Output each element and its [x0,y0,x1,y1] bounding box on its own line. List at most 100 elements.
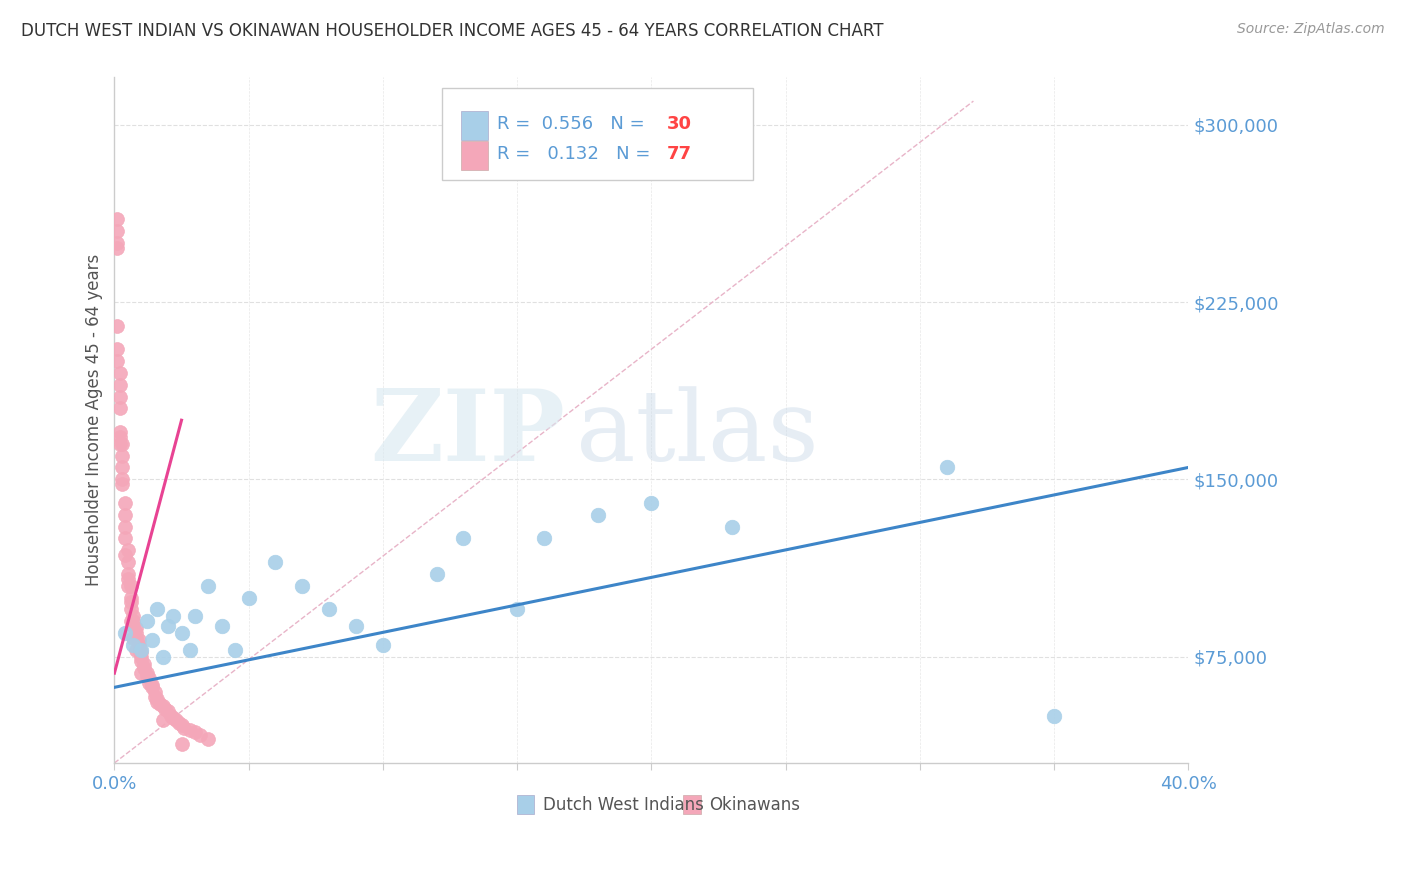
Point [129,654,152,668]
Point [128,638,150,652]
Point [125,642,148,657]
Point [149,697,172,711]
Text: 30: 30 [666,115,692,133]
Point [184,725,207,739]
Point [122,631,145,645]
Text: DUTCH WEST INDIAN VS OKINAWAN HOUSEHOLDER INCOME AGES 45 - 64 YEARS CORRELATION : DUTCH WEST INDIAN VS OKINAWAN HOUSEHOLDE… [21,22,883,40]
Point [114,519,136,533]
Point [129,649,152,664]
Point [111,449,134,463]
Point [146,602,169,616]
Point [117,566,139,581]
Point [105,241,128,255]
Text: R =  0.556   N =: R = 0.556 N = [496,115,650,133]
Point [120,579,142,593]
Point [188,728,211,742]
Point [425,566,447,581]
Text: 77: 77 [666,145,692,162]
Point [143,685,166,699]
Point [291,579,314,593]
Point [111,437,134,451]
Point [157,619,180,633]
Point [170,718,193,732]
Point [108,437,131,451]
Point [135,668,157,682]
Point [453,532,475,546]
Point [129,645,152,659]
Point [264,555,287,569]
Point [135,666,157,681]
Point [143,690,166,704]
Point [108,377,131,392]
Text: ZIP: ZIP [371,385,565,483]
Point [128,642,150,657]
Point [720,519,742,533]
Point [155,701,177,715]
Point [179,723,201,737]
Bar [461,141,488,169]
Point [122,638,145,652]
Point [111,472,134,486]
Point [122,619,145,633]
Point [173,721,195,735]
Point [165,714,187,728]
Point [138,675,160,690]
Point [114,626,136,640]
Bar [517,795,534,814]
Point [120,602,142,616]
Point [114,496,136,510]
Point [105,354,128,368]
Text: Source: ZipAtlas.com: Source: ZipAtlas.com [1237,22,1385,37]
Point [105,235,128,250]
Point [162,609,184,624]
Point [122,614,145,628]
Point [197,579,219,593]
Bar [461,111,488,140]
Point [108,390,131,404]
Point [506,602,529,616]
Point [132,657,155,671]
Point [120,614,142,628]
Point [167,715,190,730]
Text: Okinawans: Okinawans [709,797,800,814]
Point [108,366,131,380]
Point [135,614,157,628]
Point [162,711,184,725]
Point [105,212,128,227]
Point [108,425,131,439]
Point [117,572,139,586]
FancyBboxPatch shape [441,87,754,180]
Text: Dutch West Indians: Dutch West Indians [543,797,704,814]
Point [125,621,148,635]
Point [125,631,148,645]
Point [640,496,662,510]
Point [129,642,152,657]
Text: R =   0.132   N =: R = 0.132 N = [496,145,655,162]
Bar [683,795,700,814]
Point [211,619,233,633]
Point [111,477,134,491]
Point [132,661,155,675]
Point [141,681,163,695]
Point [117,543,139,558]
Point [152,714,174,728]
Point [344,619,367,633]
Point [129,666,152,681]
Point [120,595,142,609]
Y-axis label: Householder Income Ages 45 - 64 years: Householder Income Ages 45 - 64 years [86,254,103,586]
Point [117,579,139,593]
Point [238,591,260,605]
Point [114,508,136,522]
Point [114,548,136,562]
Point [318,602,340,616]
Point [108,401,131,416]
Point [108,430,131,444]
Point [533,532,555,546]
Point [159,708,181,723]
Point [157,704,180,718]
Point [122,609,145,624]
Point [152,649,174,664]
Point [105,224,128,238]
Point [128,633,150,648]
Point [197,732,219,747]
